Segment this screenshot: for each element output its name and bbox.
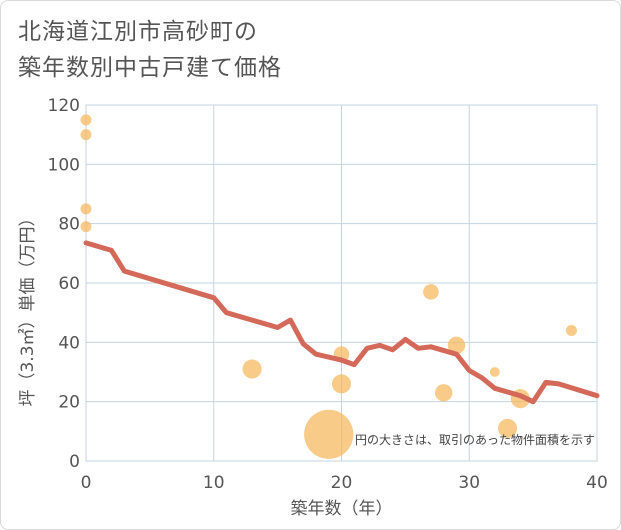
data-bubble: [80, 203, 92, 215]
x-tick-label: 10: [203, 473, 225, 493]
y-tick-label: 80: [58, 215, 80, 235]
y-tick-label: 100: [48, 155, 80, 175]
data-bubble: [565, 324, 577, 336]
chart-title-line1: 北海道江別市高砂町の: [18, 19, 258, 45]
x-axis-label: 築年数（年）: [291, 499, 393, 519]
x-tick-label: 30: [458, 473, 480, 493]
data-bubble: [80, 114, 92, 126]
data-bubble: [331, 374, 352, 394]
data-bubble: [304, 409, 354, 459]
x-tick-label: 0: [81, 473, 92, 493]
y-tick-label: 60: [58, 274, 80, 294]
size-legend-note: 円の大きさは、取引のあった物件面積を示す: [355, 432, 595, 447]
trend-line: [83, 240, 600, 405]
data-bubble: [435, 384, 453, 402]
data-bubble: [80, 221, 92, 233]
x-tick-label: 40: [586, 473, 608, 493]
chart-title: 北海道江別市高砂町の 築年数別中古戸建て価格: [18, 14, 282, 86]
y-tick-label: 40: [58, 333, 80, 353]
y-tick-label: 0: [69, 452, 80, 472]
data-bubble: [489, 367, 500, 377]
data-bubble: [498, 418, 518, 438]
chart-title-line2: 築年数別中古戸建て価格: [18, 55, 282, 81]
axis-ticks: 0 10 20 30 40 0 20 40 60 80 100 120: [48, 96, 608, 493]
x-tick-label: 20: [331, 473, 353, 493]
y-axis-label: 坪（3.3㎡）単価（万円）: [18, 209, 38, 406]
y-tick-label: 20: [58, 393, 80, 413]
data-bubble: [423, 284, 439, 300]
y-tick-label: 120: [48, 96, 80, 116]
data-bubble: [447, 336, 466, 354]
data-bubble: [80, 129, 92, 141]
data-bubble: [242, 359, 262, 379]
